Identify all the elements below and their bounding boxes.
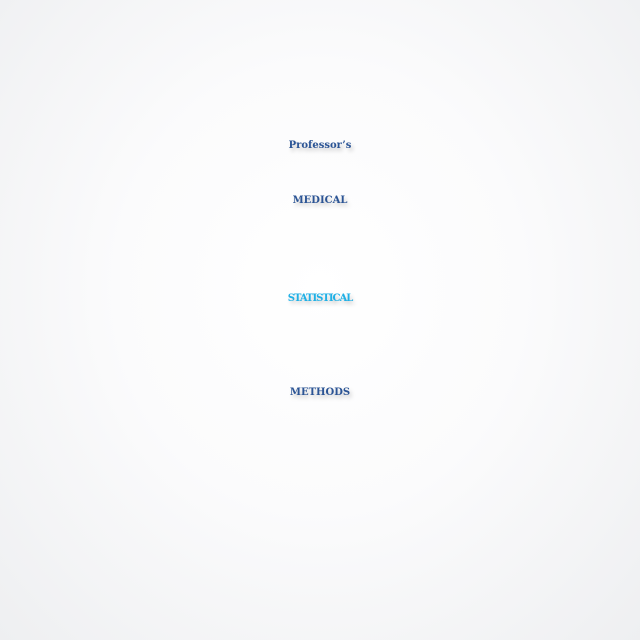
logo-title-statistical: STATISTICAL bbox=[287, 293, 354, 304]
logo-title-methods: METHODS bbox=[289, 387, 351, 398]
logo-title-medical: MEDICAL bbox=[292, 195, 348, 206]
logo-subtitle: Professor’s bbox=[288, 140, 352, 151]
